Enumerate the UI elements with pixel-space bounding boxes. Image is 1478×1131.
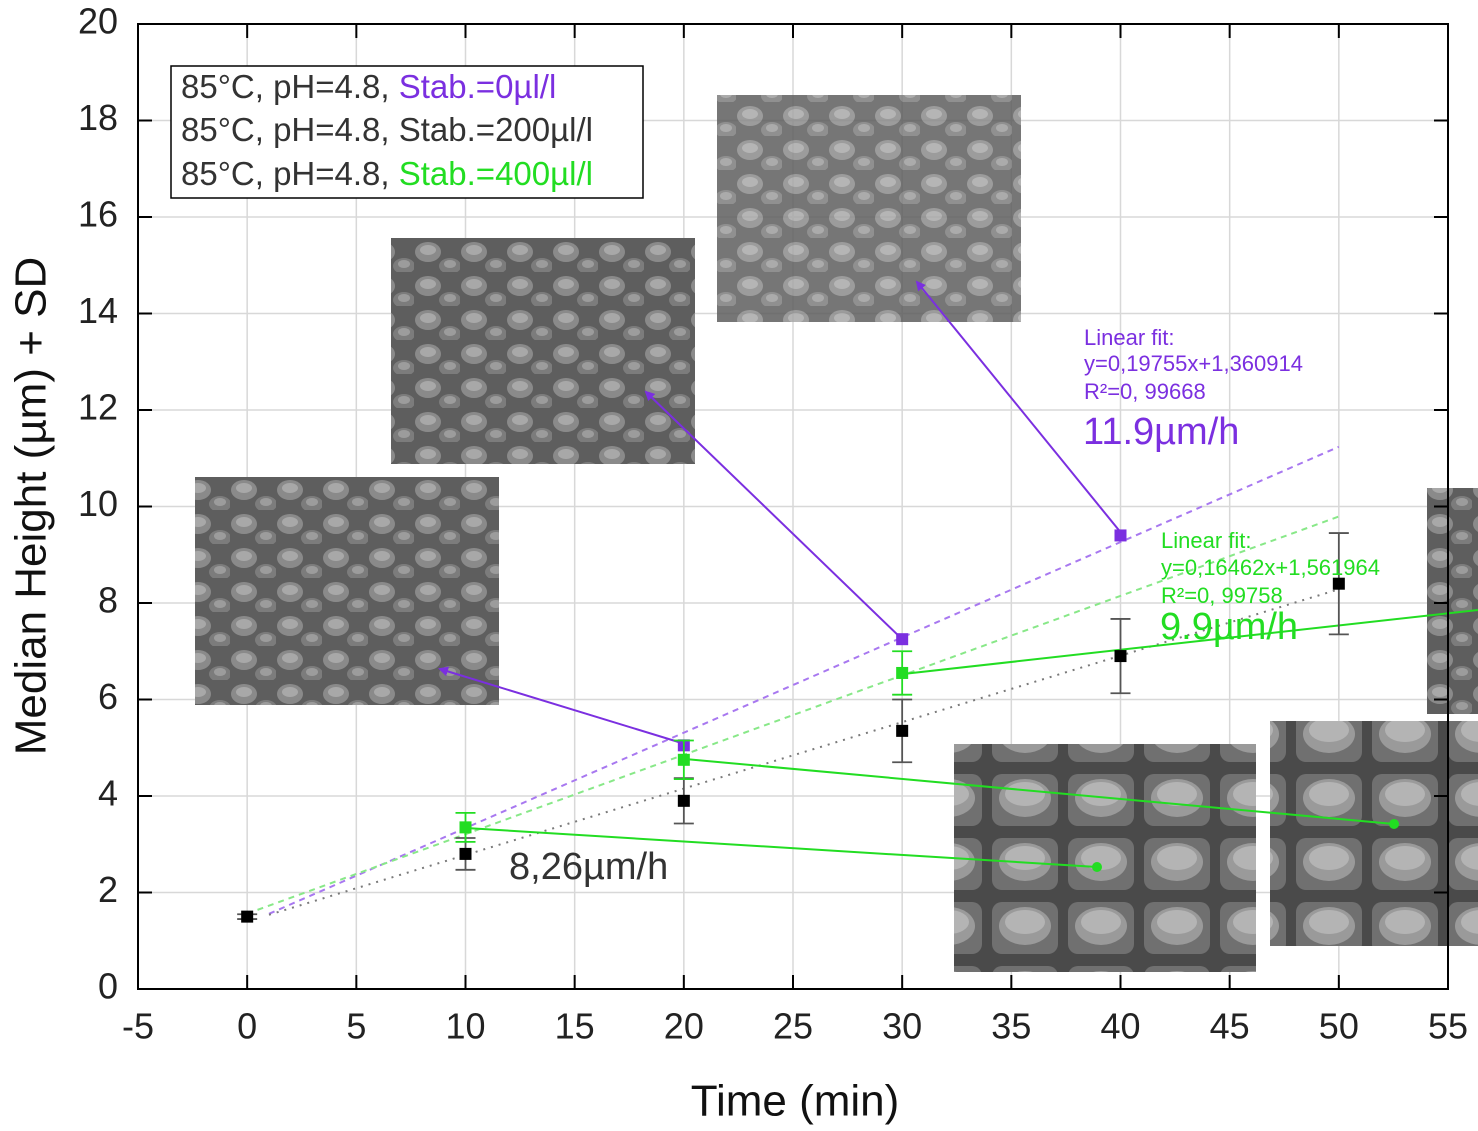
x-tick-label: 35 xyxy=(991,1006,1031,1047)
x-tick-label: 45 xyxy=(1210,1006,1250,1047)
y-tick-label: 6 xyxy=(98,676,118,717)
legend-label: Stab.=0µl/l xyxy=(399,68,557,105)
y-axis-title: Median Height (µm) + SD xyxy=(7,257,56,756)
connector-end xyxy=(1389,819,1399,829)
data-point xyxy=(896,724,909,737)
legend-box xyxy=(170,65,644,199)
legend-label: Stab.=200µl/l xyxy=(399,111,593,148)
y-tick-label: 18 xyxy=(78,97,118,138)
legend-prefix: 85°C, pH=4.8, xyxy=(181,155,399,192)
fit-label: Linear fit: xyxy=(1084,325,1175,350)
y-tick-label: 4 xyxy=(98,773,118,814)
connector-end xyxy=(1092,862,1102,872)
connector xyxy=(902,609,1478,675)
growth-rate: 9.9µm/h xyxy=(1160,606,1298,648)
data-point xyxy=(241,910,254,923)
sem-image xyxy=(717,95,1021,322)
x-tick-label: 50 xyxy=(1319,1006,1359,1047)
legend: 85°C, pH=4.8, Stab.=0µl/l 85°C, pH=4.8, … xyxy=(170,65,644,199)
growth-rate: 11.9µm/h xyxy=(1083,411,1239,453)
y-tick-label: 8 xyxy=(98,580,118,621)
data-point xyxy=(896,666,909,679)
connector xyxy=(684,758,1395,825)
sem-image xyxy=(391,238,695,464)
x-tick-label: 15 xyxy=(555,1006,595,1047)
arrow xyxy=(915,280,1123,535)
fit-label: Linear fit: xyxy=(1161,528,1252,553)
connectors xyxy=(438,280,1478,872)
data-point xyxy=(459,847,472,860)
legend-prefix: 85°C, pH=4.8, xyxy=(181,111,399,148)
growth-rate: 8,26µm/h xyxy=(509,846,668,888)
x-tick-label: 20 xyxy=(664,1006,704,1047)
x-tick-label: 55 xyxy=(1428,1006,1468,1047)
y-tick-label: 16 xyxy=(78,194,118,235)
legend-label: Stab.=400µl/l xyxy=(399,155,593,192)
fit-r2: R²=0, 99758 xyxy=(1161,583,1283,608)
y-tick-label: 14 xyxy=(78,290,118,331)
x-tick-label: 0 xyxy=(237,1006,257,1047)
arrow xyxy=(644,390,904,641)
sem-image xyxy=(1427,488,1478,714)
sem-image xyxy=(954,744,1256,972)
data-point xyxy=(677,794,690,807)
fit-line xyxy=(268,445,1340,915)
sem-images xyxy=(195,95,1478,972)
y-tick-label: 10 xyxy=(78,483,118,524)
x-axis-title: Time (min) xyxy=(691,1077,900,1126)
x-tick-label: 10 xyxy=(445,1006,485,1047)
fit-line xyxy=(246,515,1340,915)
sem-image xyxy=(195,477,499,705)
fit-annotations: Linear fit: y=0,19755x+1,360914 R²=0, 99… xyxy=(509,325,1380,888)
x-tick-label: -5 xyxy=(122,1006,154,1047)
legend-entry: 85°C, pH=4.8, Stab.=400µl/l xyxy=(181,155,593,192)
data-point xyxy=(677,753,690,766)
x-tick-label: 5 xyxy=(346,1006,366,1047)
y-tick-label: 2 xyxy=(98,869,118,910)
sem-image xyxy=(1270,721,1478,946)
x-tick-label: 40 xyxy=(1100,1006,1140,1047)
arrow xyxy=(438,666,686,745)
fit-equation: y=0,16462x+1,561964 xyxy=(1161,555,1380,580)
y-tick-label: 0 xyxy=(98,966,118,1007)
legend-prefix: 85°C, pH=4.8, xyxy=(181,68,399,105)
data-point xyxy=(1114,650,1127,663)
y-tick-label: 20 xyxy=(78,1,118,42)
connector xyxy=(465,827,1098,868)
data-point xyxy=(896,633,909,646)
x-tick-label: 30 xyxy=(882,1006,922,1047)
x-tick-label: 25 xyxy=(773,1006,813,1047)
fit-equation: y=0,19755x+1,360914 xyxy=(1084,351,1303,376)
fit-r2: R²=0, 99668 xyxy=(1084,379,1206,404)
data-point xyxy=(1114,529,1127,542)
legend-entry: 85°C, pH=4.8, Stab.=0µl/l xyxy=(181,68,556,105)
data-point xyxy=(1332,577,1345,590)
data-point xyxy=(459,821,472,834)
y-tick-label: 12 xyxy=(78,387,118,428)
legend-entry: 85°C, pH=4.8, Stab.=200µl/l xyxy=(181,111,593,148)
